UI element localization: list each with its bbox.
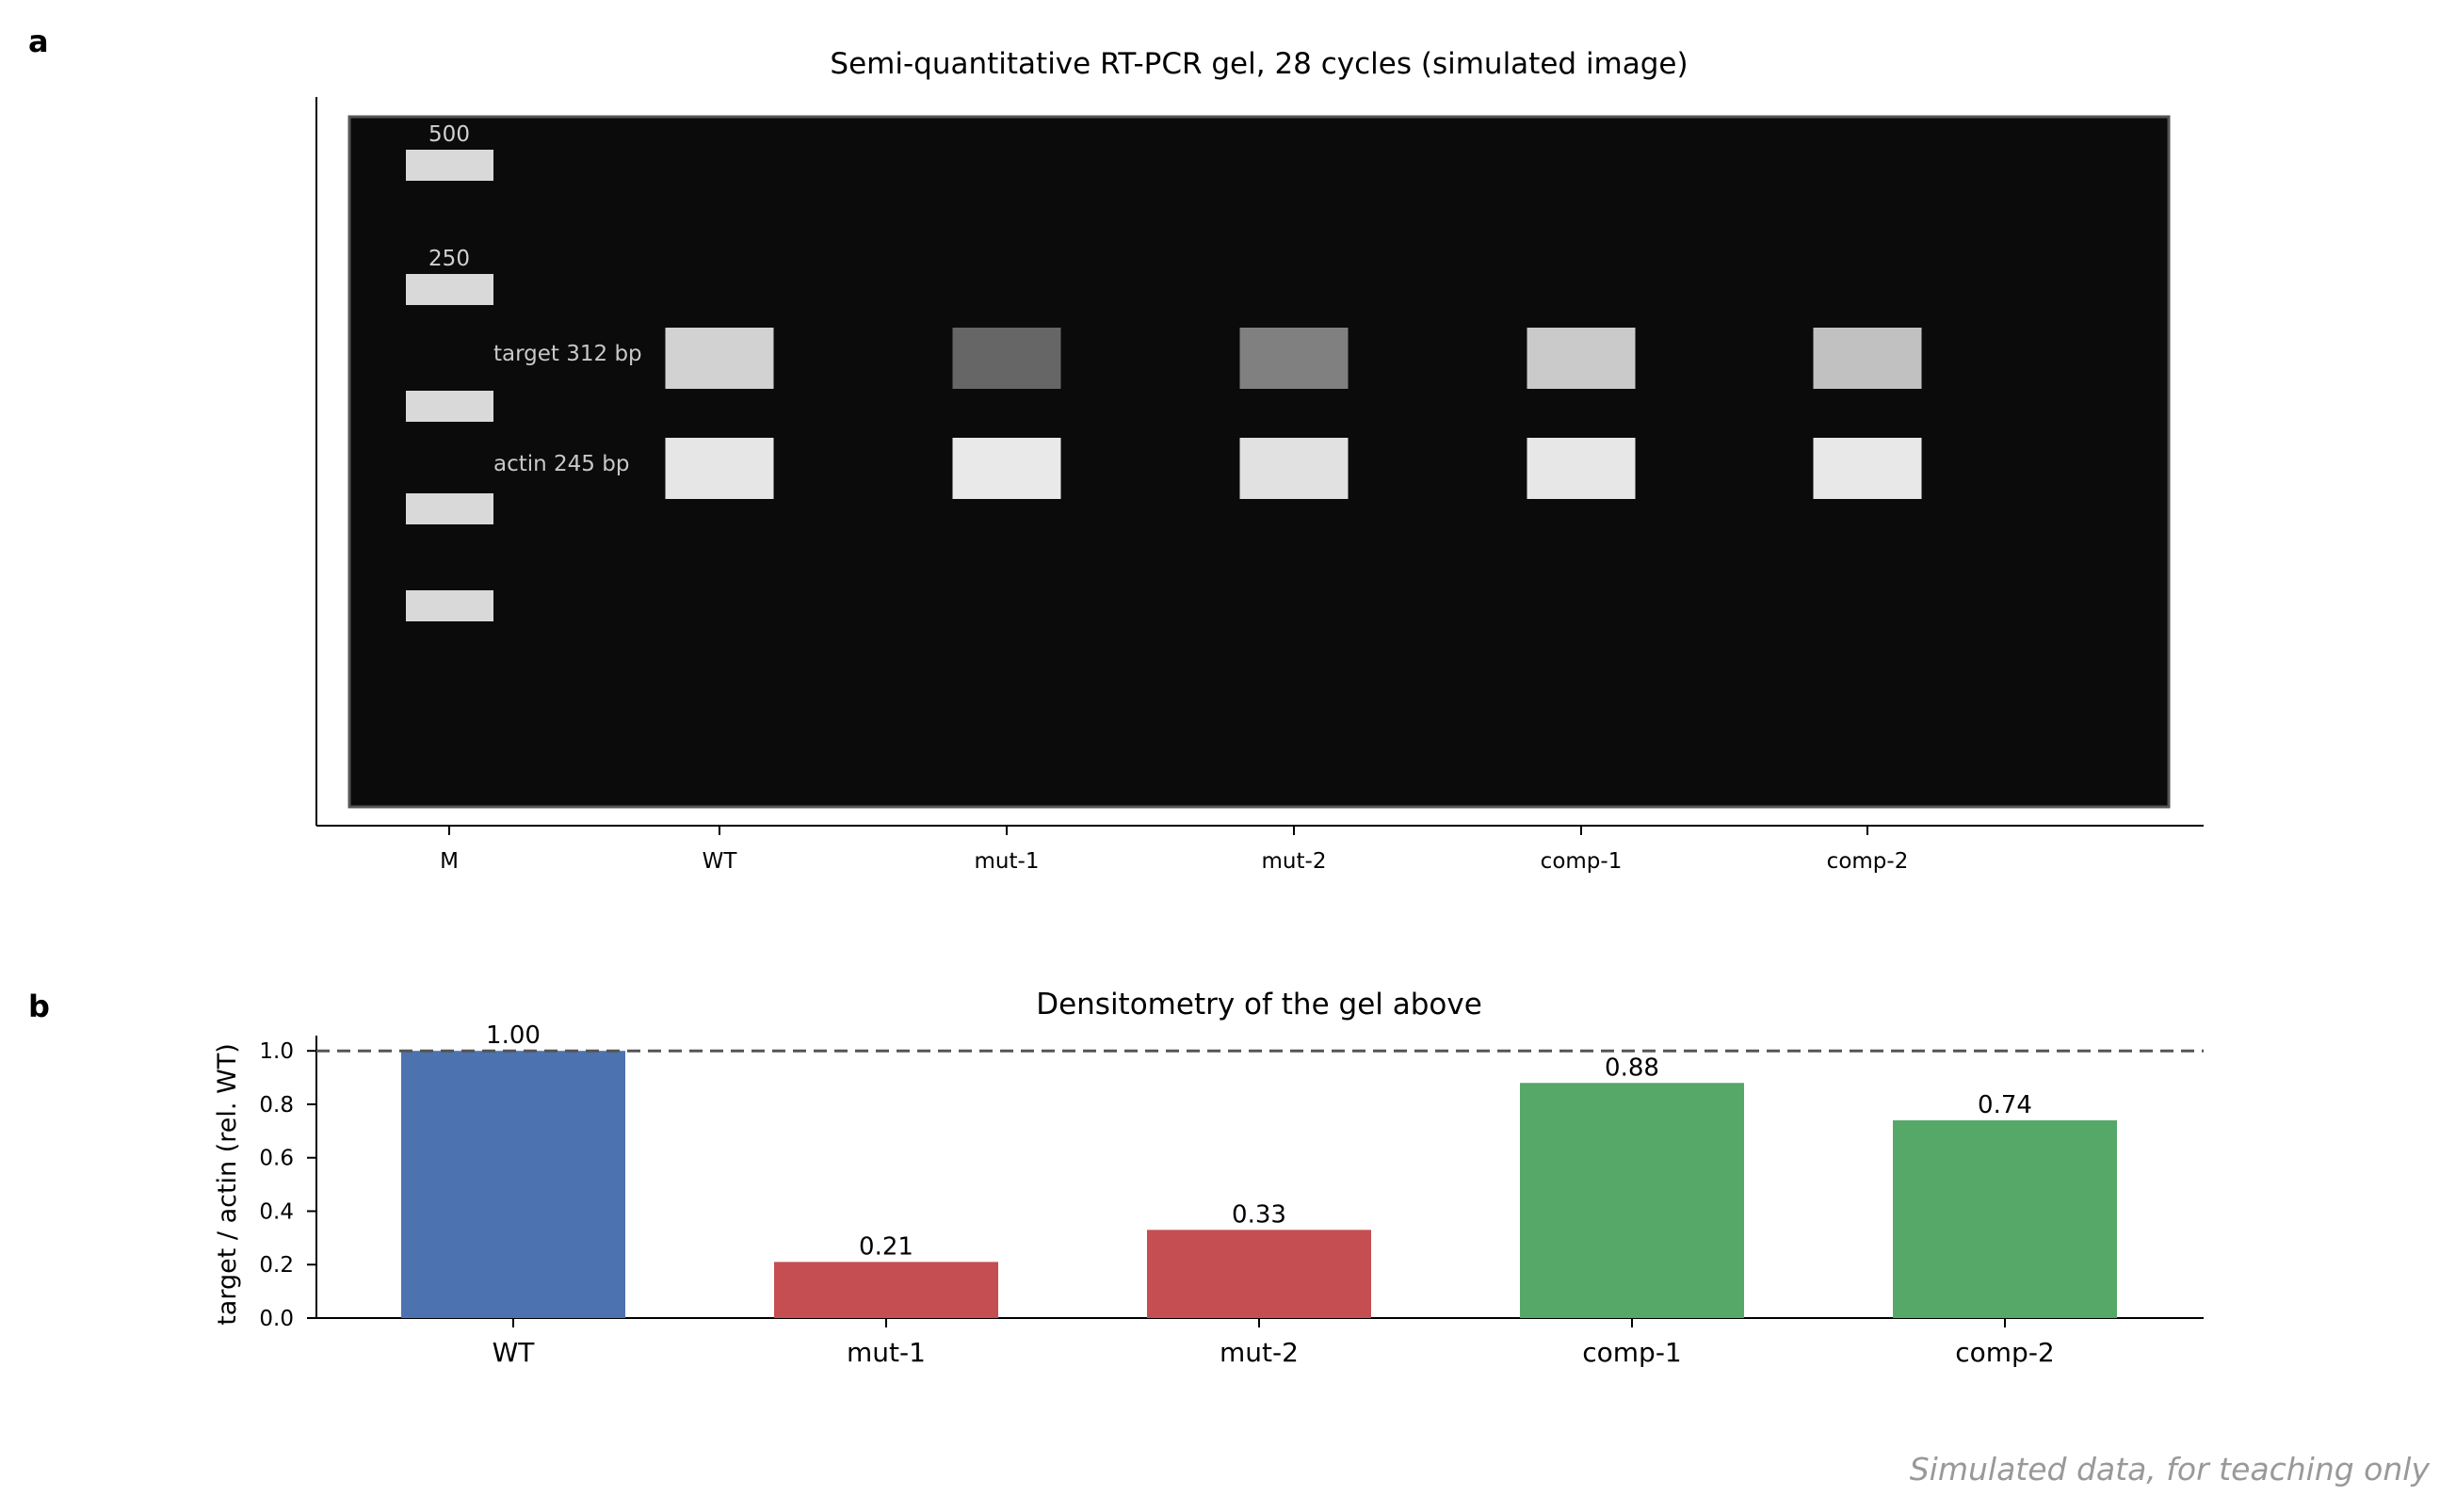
bar-x-tick-label: comp-1: [1582, 1337, 1682, 1368]
gel-lane-label: M: [440, 849, 459, 874]
actin-band-mut-1: [952, 438, 1061, 499]
bar-comp-1: [1520, 1083, 1744, 1318]
bar-mut-2: [1147, 1230, 1371, 1318]
bar-y-tick-label: 0.8: [259, 1093, 294, 1118]
bar-x-tick-label: WT: [493, 1337, 536, 1368]
bar-y-tick-label: 0.4: [259, 1199, 294, 1224]
ladder-band-250: [406, 274, 493, 305]
ladder-label-250: 250: [428, 247, 470, 271]
actin-band-label: actin 245 bp: [493, 452, 629, 476]
ladder-band-500: [406, 150, 493, 181]
footnote: Simulated data, for teaching only: [1910, 1451, 2431, 1488]
panel-b-letter: b: [28, 989, 50, 1024]
bar-y-ticks: 0.0 0.2 0.4 0.6 0.8 1.0: [259, 1039, 316, 1331]
bar-chart-ylabel: target / actin (rel. WT): [213, 1043, 242, 1326]
bar-y-tick-label: 0.0: [259, 1307, 294, 1331]
ladder-lane: [406, 150, 493, 621]
bar-y-tick-label: 0.6: [259, 1147, 294, 1171]
target-band-comp-2: [1813, 328, 1922, 389]
target-band-mut-1: [952, 328, 1061, 389]
bar-x-ticks: WT mut-1 mut-2 comp-1 comp-2: [493, 1318, 2055, 1368]
bar-x-tick-label: mut-1: [847, 1337, 926, 1368]
gel-lane-label: mut-1: [975, 849, 1040, 874]
bar-mut-1: [774, 1262, 998, 1318]
gel-lane-label: comp-1: [1541, 849, 1623, 874]
actin-band-WT: [665, 438, 774, 499]
gel-lane-label: WT: [703, 849, 738, 874]
ladder-band: [406, 590, 493, 621]
bar-y-tick-label: 1.0: [259, 1039, 294, 1064]
bar-x-tick-label: comp-2: [1955, 1337, 2055, 1368]
bar-value-label: 0.74: [1978, 1091, 2032, 1119]
target-band-label: target 312 bp: [493, 342, 642, 366]
bars: [401, 1051, 2117, 1318]
gel-lane-label: comp-2: [1827, 849, 1909, 874]
bar-comp-2: [1893, 1119, 2117, 1318]
ladder-label-500: 500: [428, 122, 470, 147]
gel-bands: [665, 328, 1922, 499]
actin-band-comp-2: [1813, 438, 1922, 499]
bar-value-label: 0.21: [859, 1232, 913, 1261]
target-band-mut-2: [1239, 328, 1349, 389]
bar-x-tick-label: mut-2: [1220, 1337, 1299, 1368]
actin-band-comp-1: [1527, 438, 1636, 499]
target-band-comp-1: [1527, 328, 1636, 389]
bar-WT: [401, 1051, 625, 1318]
actin-band-mut-2: [1239, 438, 1349, 499]
ladder-band: [406, 493, 493, 524]
bar-value-label: 1.00: [486, 1021, 541, 1050]
bar-value-label: 0.33: [1232, 1200, 1286, 1229]
ladder-band: [406, 391, 493, 422]
target-band-WT: [665, 328, 774, 389]
panel-a-letter: a: [28, 24, 49, 59]
gel-lane-ticks: M WT mut-1 mut-2 comp-1 comp-2: [440, 826, 1908, 874]
gel-lane-label: mut-2: [1262, 849, 1327, 874]
bar-chart-title: Densitometry of the gel above: [1036, 988, 1482, 1021]
bar-value-labels: 1.00 0.21 0.33 0.88 0.74: [486, 1021, 2032, 1261]
bar-y-tick-label: 0.2: [259, 1253, 294, 1278]
bar-value-label: 0.88: [1605, 1054, 1659, 1082]
gel-title: Semi-quantitative RT-PCR gel, 28 cycles …: [830, 47, 1688, 81]
